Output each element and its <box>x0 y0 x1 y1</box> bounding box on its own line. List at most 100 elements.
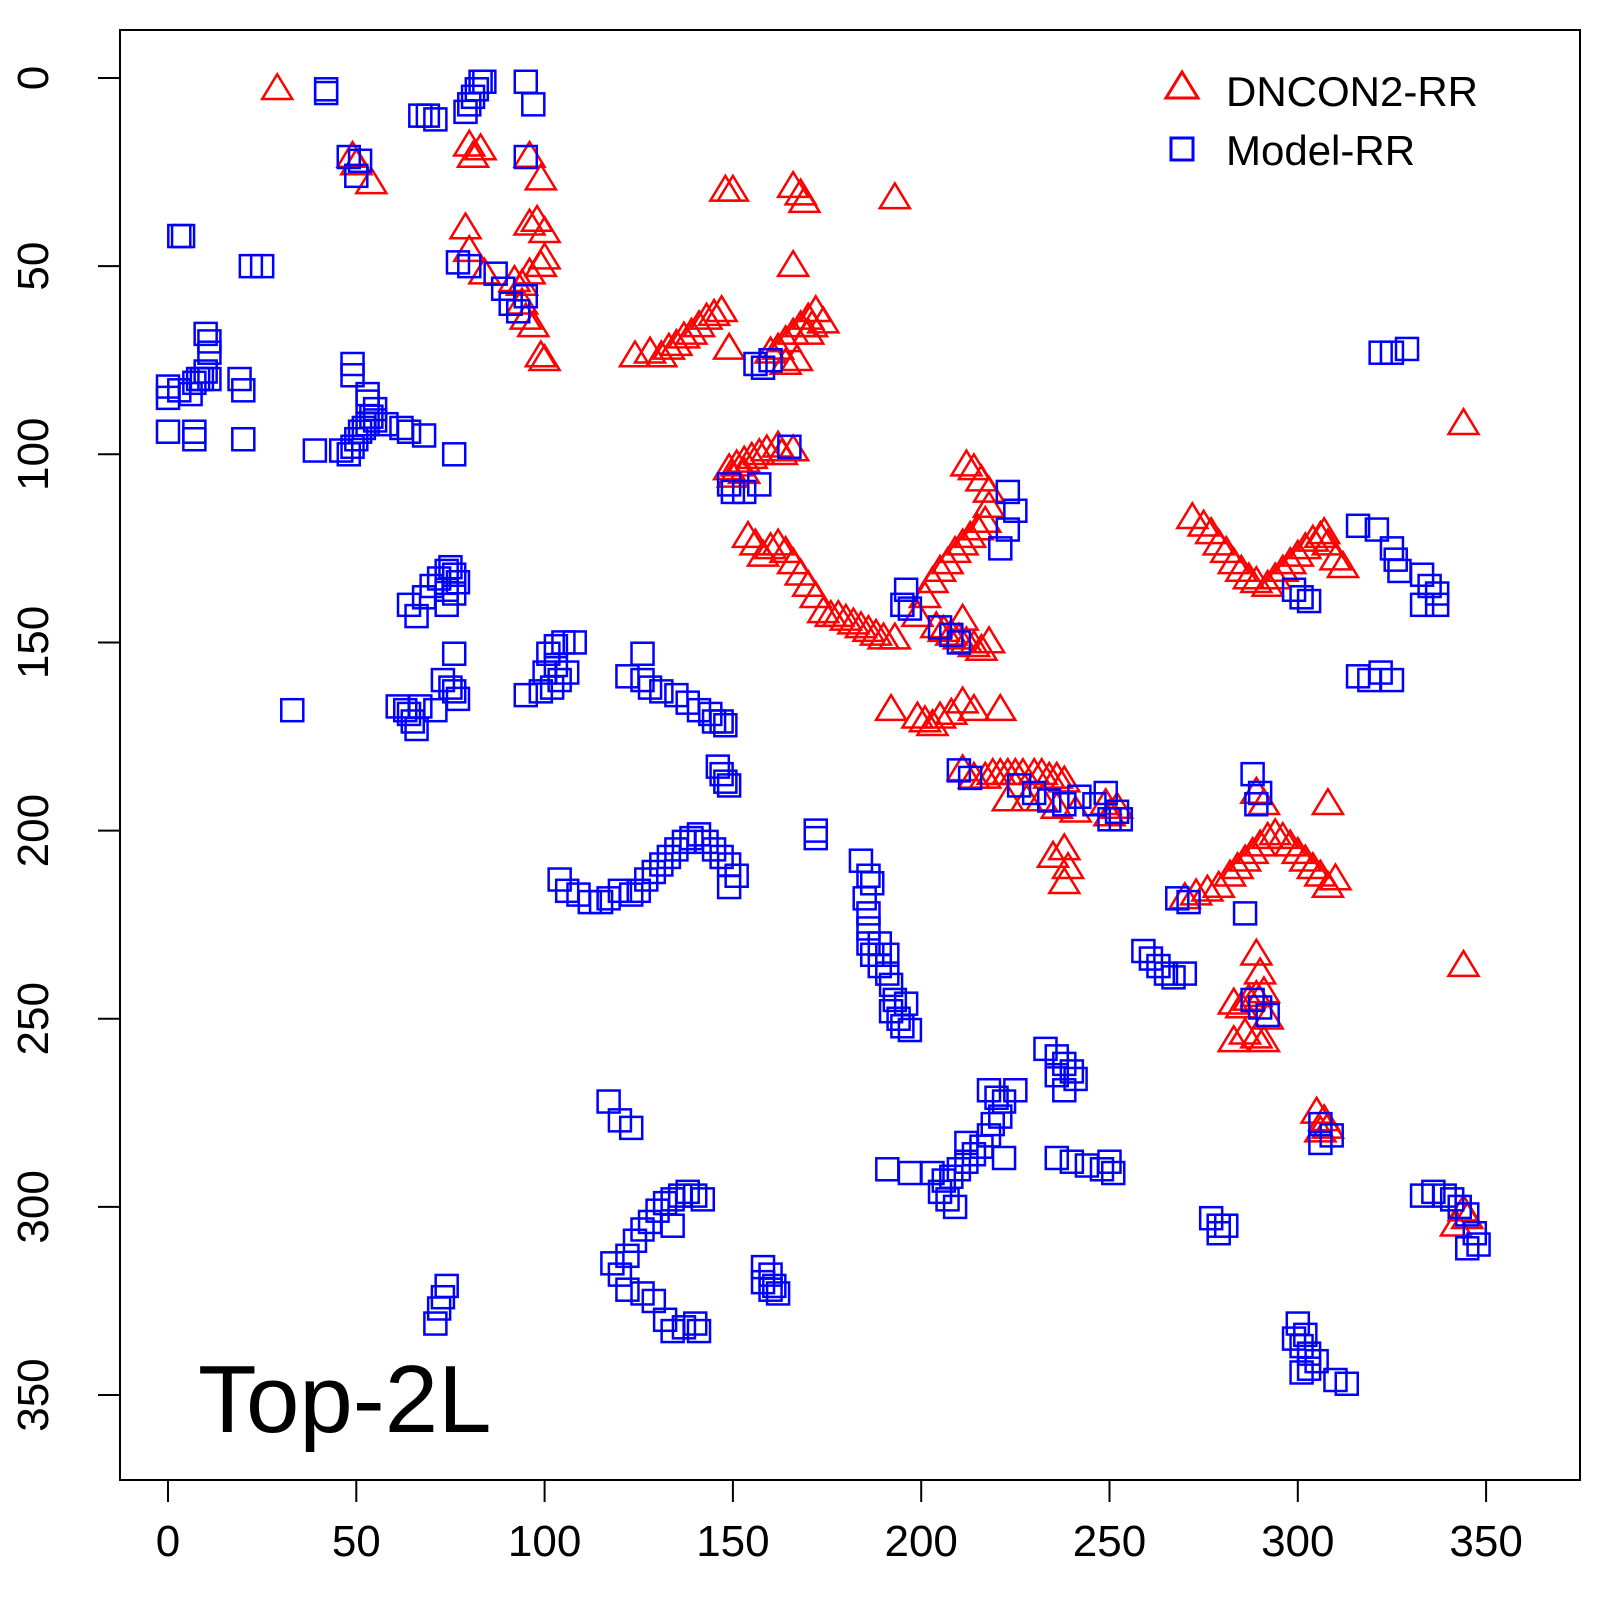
data-point-square <box>355 389 380 414</box>
data-point-square <box>1044 1044 1070 1069</box>
data-point-square <box>1255 1002 1280 1028</box>
y-tick-label: 50 <box>9 242 58 291</box>
data-point-square <box>1293 1322 1318 1348</box>
data-point-triangle <box>259 71 295 101</box>
data-point-triangle <box>734 440 769 470</box>
data-point-square <box>1059 1059 1085 1084</box>
data-point-square <box>1447 1194 1472 1220</box>
data-point-square <box>441 641 467 666</box>
data-point-square <box>498 291 523 317</box>
data-point-square <box>686 822 712 847</box>
data-point-triangle <box>971 489 1007 518</box>
data-point-square <box>897 596 923 621</box>
data-point-triangle <box>1216 546 1251 575</box>
data-point-square <box>758 1277 783 1302</box>
data-point-triangle <box>527 342 562 372</box>
data-point-square <box>1108 807 1134 832</box>
data-point-square <box>954 1130 979 1156</box>
data-point-triangle <box>798 579 833 609</box>
data-point-triangle <box>1450 1200 1485 1230</box>
data-point-triangle <box>1235 835 1270 865</box>
data-point-square <box>513 284 539 309</box>
data-point-triangle <box>527 241 562 270</box>
data-point-square <box>709 709 734 734</box>
data-point-square <box>716 773 742 798</box>
data-point-square <box>1240 987 1265 1013</box>
data-point-triangle <box>1306 515 1342 545</box>
data-point-triangle <box>749 433 785 462</box>
data-point-square <box>762 1273 787 1299</box>
data-point-triangle <box>1257 561 1293 590</box>
data-point-square <box>543 633 569 659</box>
data-point-square <box>1052 792 1077 817</box>
data-point-triangle <box>730 519 766 549</box>
data-point-triangle <box>463 132 498 161</box>
x-tick-label: 50 <box>332 1517 381 1566</box>
data-point-triangle <box>1047 764 1082 793</box>
x-axis: 0 50 100 150 200 250 300 350 <box>156 1479 1523 1566</box>
data-point-triangle <box>1446 406 1481 436</box>
data-point-triangle <box>877 621 913 650</box>
data-point-square <box>1104 799 1130 825</box>
data-point-triangle <box>791 316 826 345</box>
data-point-square <box>170 223 196 249</box>
data-point-square <box>713 769 738 794</box>
data-point-square <box>686 1318 712 1344</box>
legend-label-model-rr: Model-RR <box>1226 127 1415 174</box>
data-point-triangle <box>512 256 547 285</box>
data-point-triangle <box>1239 937 1274 966</box>
series-dncon2-rr <box>259 71 1485 1237</box>
x-tick-label: 350 <box>1449 1517 1522 1566</box>
data-point-square <box>344 163 369 189</box>
x-tick-label: 300 <box>1261 1517 1334 1566</box>
data-point-triangle <box>1250 1001 1285 1030</box>
data-point-square <box>513 682 539 708</box>
data-point-square <box>197 340 222 365</box>
data-point-square <box>618 1115 644 1141</box>
data-point-triangle <box>1190 873 1225 902</box>
data-point-square <box>1003 1077 1028 1103</box>
data-point-square <box>1176 889 1201 915</box>
data-point-square <box>1308 1130 1333 1156</box>
legend-square-icon <box>1169 136 1195 162</box>
data-point-square <box>1455 1236 1480 1261</box>
data-point-square <box>630 641 655 666</box>
data-point-square <box>457 253 482 279</box>
data-point-square <box>942 1194 968 1220</box>
data-point-square <box>197 366 222 392</box>
data-point-triangle <box>674 316 709 345</box>
data-point-square <box>694 829 719 855</box>
data-point-square <box>441 679 467 704</box>
panel-label: Top-2L <box>198 1346 492 1453</box>
data-point-triangle <box>821 598 856 628</box>
data-point-triangle <box>753 530 788 560</box>
data-point-square <box>1296 588 1322 614</box>
data-point-triangle <box>937 534 973 564</box>
data-point-square <box>731 479 757 505</box>
data-point-triangle <box>1231 561 1267 590</box>
data-point-square <box>249 253 275 279</box>
series-model-rr <box>155 69 1491 1397</box>
x-tick-label: 150 <box>696 1517 769 1566</box>
data-point-square <box>954 1149 979 1174</box>
data-point-triangle <box>1288 843 1323 872</box>
data-point-square <box>1244 792 1269 817</box>
data-point-triangle <box>1273 546 1308 575</box>
data-point-triangle <box>779 342 815 372</box>
data-point-square <box>1247 995 1273 1020</box>
data-point-square <box>464 77 490 102</box>
data-point-square <box>1417 573 1442 599</box>
data-point-square <box>848 848 874 873</box>
data-point-square <box>434 1273 459 1299</box>
data-point-square <box>682 1311 708 1336</box>
data-point-triangle <box>956 451 992 481</box>
data-point-triangle <box>689 301 724 330</box>
data-point-square <box>347 148 373 174</box>
data-point-square <box>483 261 508 286</box>
data-point-triangle <box>922 700 958 729</box>
data-point-square <box>1296 1341 1322 1366</box>
data-point-triangle <box>1050 850 1086 880</box>
data-point-square <box>1036 788 1062 813</box>
data-point-triangle <box>715 173 751 202</box>
data-point-square <box>313 80 339 106</box>
